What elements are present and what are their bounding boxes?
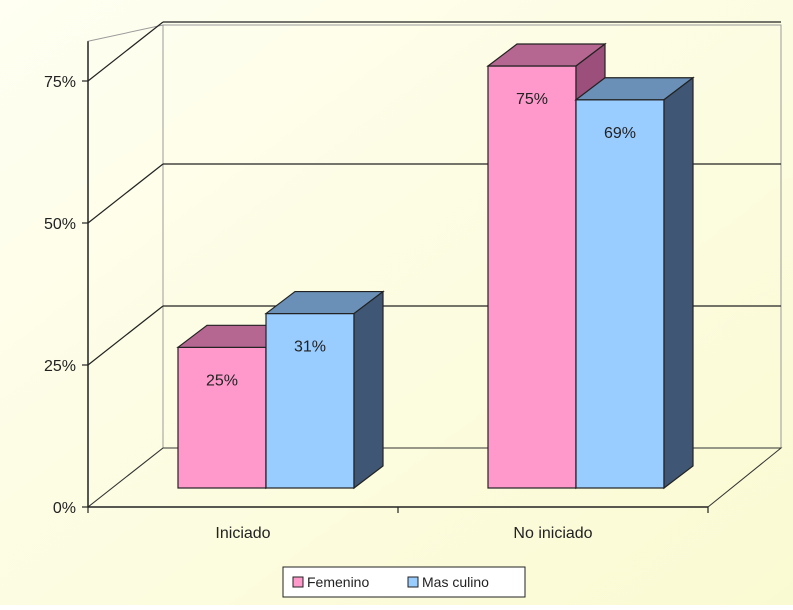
- data-label: 25%: [206, 372, 238, 389]
- legend[interactable]: Femenino Mas culino: [282, 566, 526, 598]
- gridline-side-25: [87, 305, 164, 366]
- x-tick-label: No iniciado: [513, 525, 592, 542]
- y-tick-label: 50%: [44, 216, 76, 233]
- bar-1-0-side: [353, 290, 384, 490]
- bars: [176, 42, 695, 490]
- bar-0-1-front: [487, 65, 577, 489]
- data-label: 69%: [604, 125, 636, 142]
- data-label: 31%: [294, 339, 326, 356]
- bar-0-0-front: [177, 346, 267, 489]
- legend-box: [282, 566, 526, 598]
- legend-swatch-0: [292, 576, 304, 588]
- axes: 0% 25% 50% 75% Iniciado No iniciado: [44, 41, 709, 542]
- bar-1-1-side: [663, 76, 694, 490]
- bar-1-1-front: [575, 99, 665, 489]
- gridline-side-50: [87, 163, 164, 224]
- legend-label-0: Femenino: [307, 574, 369, 590]
- bar-1-0-front: [265, 312, 355, 489]
- y-tick-label: 25%: [44, 358, 76, 375]
- legend-label-1: Mas culino: [422, 574, 489, 590]
- data-label: 75%: [516, 91, 548, 108]
- gridline-side-75: [87, 21, 164, 82]
- data-labels: 25% 31% 75% 69%: [206, 91, 636, 389]
- y-tick-label: 0%: [53, 500, 76, 517]
- y-tick-label: 75%: [44, 74, 76, 91]
- x-tick-label: Iniciado: [215, 525, 270, 542]
- legend-swatch-1: [407, 576, 419, 588]
